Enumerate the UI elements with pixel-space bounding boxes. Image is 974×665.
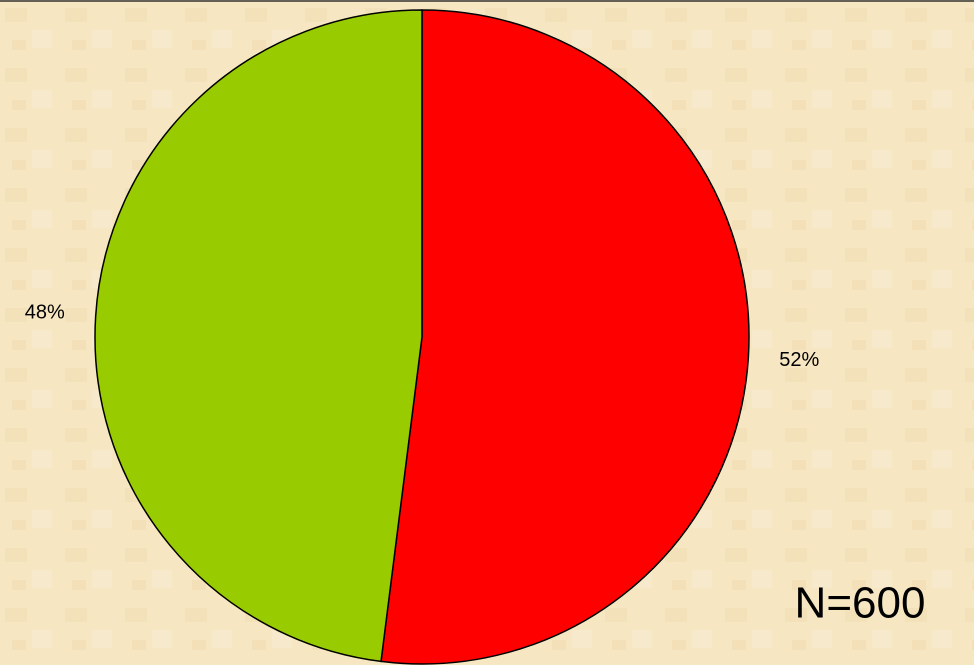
pie-slice — [380, 9, 750, 665]
pie — [94, 9, 750, 665]
data-label: 48% — [25, 302, 65, 324]
data-label: 52% — [779, 349, 819, 371]
pie-slice — [94, 9, 423, 663]
annotation: N=600 — [795, 579, 926, 628]
